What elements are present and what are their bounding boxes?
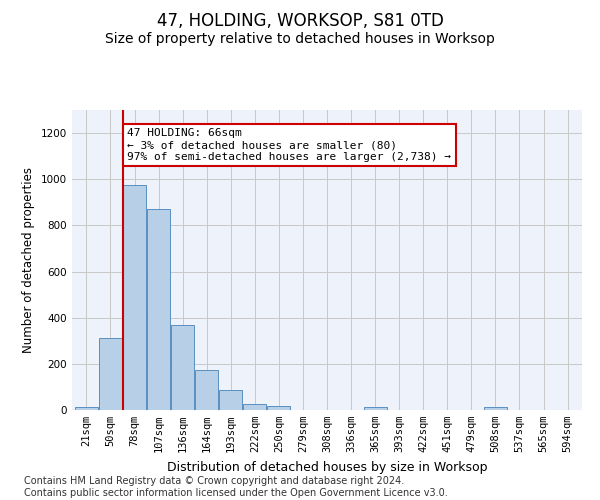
Bar bbox=[171, 324, 194, 410]
Bar bbox=[484, 407, 507, 410]
Bar bbox=[364, 407, 386, 410]
Bar bbox=[75, 407, 98, 410]
Bar bbox=[99, 338, 122, 410]
Text: 47 HOLDING: 66sqm
← 3% of detached houses are smaller (80)
97% of semi-detached : 47 HOLDING: 66sqm ← 3% of detached house… bbox=[127, 128, 451, 162]
Text: 47, HOLDING, WORKSOP, S81 0TD: 47, HOLDING, WORKSOP, S81 0TD bbox=[157, 12, 443, 30]
Bar bbox=[244, 404, 266, 410]
Bar bbox=[220, 390, 242, 410]
Bar bbox=[268, 406, 290, 410]
Text: Size of property relative to detached houses in Worksop: Size of property relative to detached ho… bbox=[105, 32, 495, 46]
Text: Contains HM Land Registry data © Crown copyright and database right 2024.
Contai: Contains HM Land Registry data © Crown c… bbox=[24, 476, 448, 498]
Bar bbox=[123, 185, 146, 410]
Y-axis label: Number of detached properties: Number of detached properties bbox=[22, 167, 35, 353]
Bar bbox=[195, 370, 218, 410]
X-axis label: Distribution of detached houses by size in Worksop: Distribution of detached houses by size … bbox=[167, 460, 487, 473]
Bar bbox=[147, 209, 170, 410]
